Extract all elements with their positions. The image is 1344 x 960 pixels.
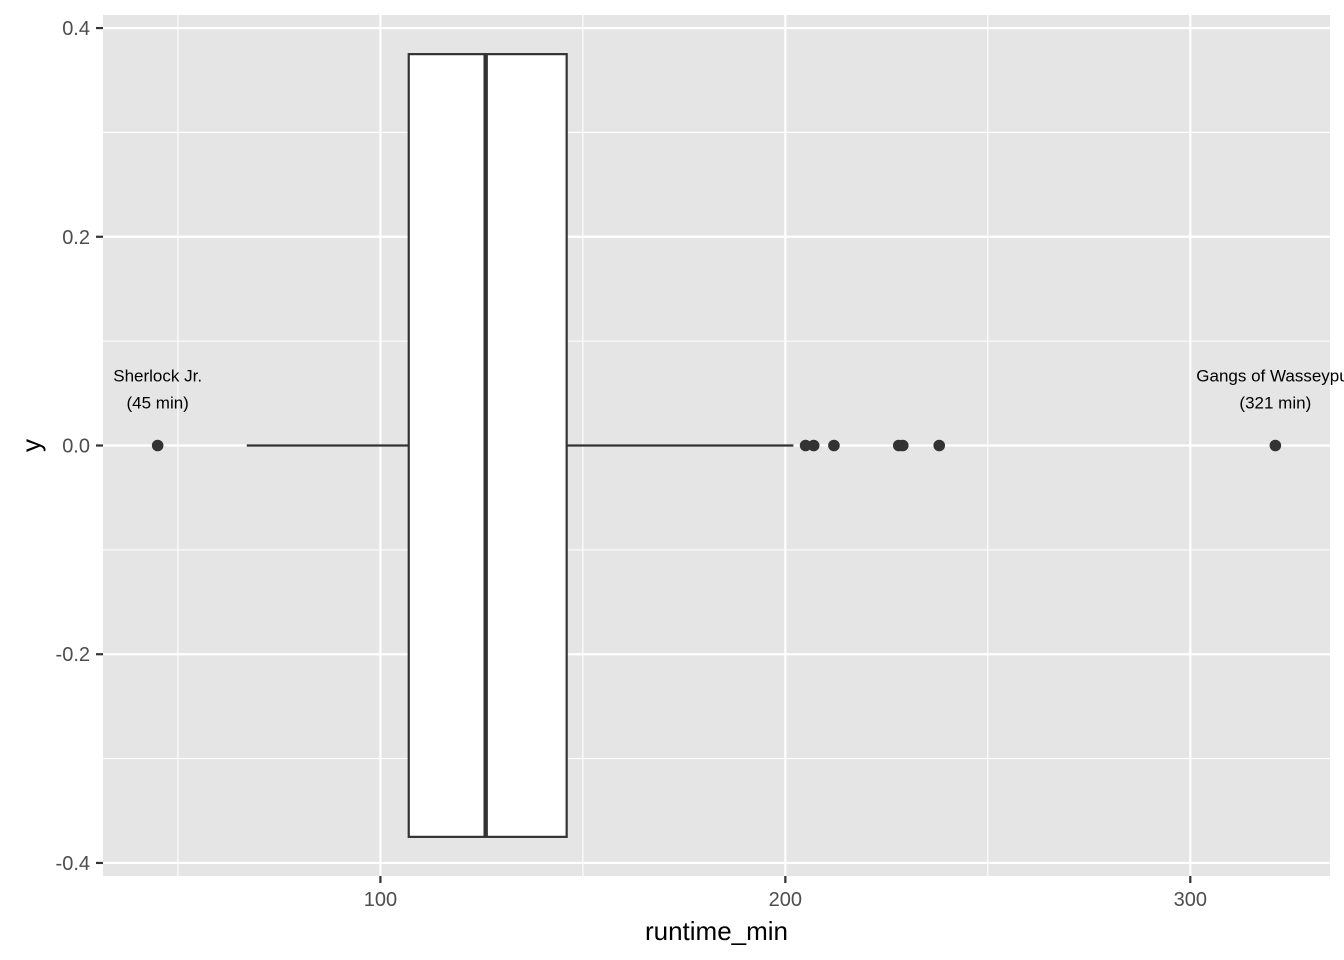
y-axis: -0.4 -0.2 0.0 0.2 0.4 [56, 18, 103, 875]
y-axis-title: y [16, 439, 46, 452]
boxplot-marks [246, 53, 794, 838]
annotation-label: Sherlock Jr. [113, 367, 202, 386]
y-tick-label: 0.4 [62, 18, 90, 40]
x-tick-label: 300 [1174, 889, 1207, 911]
major-gridlines [103, 15, 1330, 876]
x-tick-label: 100 [364, 889, 397, 911]
outlier-point [807, 439, 820, 452]
outlier-point [799, 439, 812, 452]
x-axis: 100 200 300 [364, 876, 1207, 911]
x-tick-label: 200 [769, 889, 802, 911]
outlier-point [151, 439, 164, 452]
outlier-point [828, 439, 840, 452]
y-tick-label: -0.2 [56, 644, 90, 666]
annotation-label: (321 min) [1239, 394, 1311, 413]
annotation-label: Gangs of Wasseypur [1196, 367, 1344, 386]
outlier-point [933, 439, 946, 452]
y-tick-label: 0.2 [62, 227, 90, 249]
y-tick-label: 0.0 [62, 436, 90, 458]
point-annotations: Sherlock Jr. (45 min) Gangs of Wasseypur (3… [113, 367, 1344, 413]
annotation-label: (45 min) [126, 394, 188, 413]
outlier-point [896, 439, 909, 452]
x-axis-title: runtime_min [645, 916, 788, 946]
outlier-points [151, 439, 1282, 452]
y-tick-label: -0.4 [56, 853, 90, 875]
outlier-point [1269, 439, 1282, 452]
